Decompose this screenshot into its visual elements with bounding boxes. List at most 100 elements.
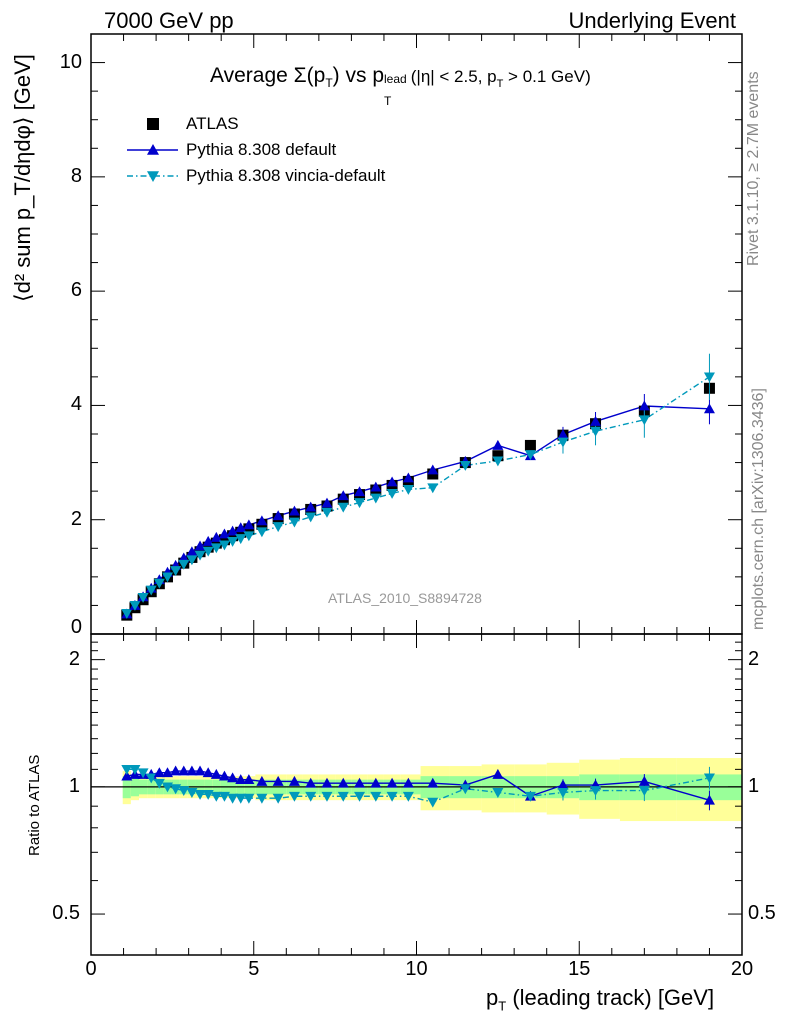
main-y-tick-label: 6	[70, 279, 82, 302]
default-line	[126, 405, 710, 615]
ratio-panel-data	[121, 764, 715, 811]
main-ylabel: ⟨d² sum p_T/dηdφ⟩ [GeV]	[10, 54, 35, 302]
ratio-y-tick-label-right: 1	[748, 774, 760, 797]
ratio-default-point	[210, 768, 222, 779]
x-tick-label: 15	[568, 958, 591, 980]
default-point	[288, 505, 300, 516]
ratio-default-point	[256, 775, 268, 786]
ratio-vincia-point	[210, 791, 222, 802]
ratio-default-point	[186, 765, 198, 776]
ratio-y-tick-label: 0.5	[52, 902, 80, 925]
xlabel-p: p	[486, 985, 499, 1010]
ratio-vincia-point	[256, 793, 268, 804]
ratio-default-point	[218, 770, 230, 781]
vincia-point	[194, 550, 206, 561]
ratio-vincia-point	[590, 786, 602, 797]
header-right-label: Underlying Event	[568, 8, 736, 33]
default-point	[272, 510, 284, 521]
ratio-default-point	[557, 779, 569, 790]
vincia-point	[402, 485, 414, 495]
x-tick-label: 5	[248, 958, 260, 980]
x-axis-label: pT (leading track) [GeV]	[486, 985, 714, 1013]
ratio-default-point	[235, 774, 247, 785]
ratio-vincia-point	[459, 784, 471, 795]
default-point	[337, 490, 349, 501]
xlabel-sub: T	[498, 998, 507, 1014]
legend-marker-atlas	[147, 118, 159, 130]
ratio-vincia-point	[272, 793, 284, 804]
title-lead-sup: lead	[384, 72, 407, 86]
default-point	[638, 400, 650, 411]
title-lead-sub: T	[384, 94, 392, 108]
vincia-point	[178, 559, 190, 570]
default-point	[256, 515, 268, 526]
default-point	[427, 464, 439, 475]
ratio-vincia-point	[137, 768, 149, 779]
title-cuts-sub: T	[496, 78, 504, 91]
ratio-vincia-point	[218, 791, 230, 802]
ratio-vincia-point	[145, 773, 157, 784]
ratio-default-point	[402, 777, 414, 788]
vincia-point	[145, 585, 157, 596]
ratio-default-point	[153, 767, 165, 778]
x-tick-label: 20	[730, 958, 754, 980]
ratio-default-point	[337, 777, 349, 788]
ratio-vincia-point	[321, 791, 333, 802]
atlas-point	[227, 530, 239, 542]
title-prefix: Average	[210, 64, 294, 87]
ratio-default-point	[227, 772, 239, 783]
ratio-vincia-point	[194, 789, 206, 800]
ratio-default-point	[202, 767, 214, 778]
vincia-point	[321, 507, 333, 518]
xlabel-rest: (leading track) [GeV]	[506, 985, 715, 1010]
default-point	[235, 522, 247, 533]
title-sigma: Σ(p	[293, 64, 326, 87]
ratio-y-tick-label-right: 0.5	[748, 902, 776, 925]
ratio-default-line	[126, 770, 710, 801]
vincia-point	[243, 531, 255, 542]
vincia-point	[235, 534, 247, 545]
vincia-point	[386, 489, 398, 499]
vincia-point	[210, 543, 222, 554]
ratio-default-point	[354, 777, 366, 788]
default-point	[402, 472, 414, 483]
vincia-point	[524, 450, 536, 461]
vincia-point	[153, 578, 165, 589]
ratio-vincia-point	[402, 791, 414, 802]
default-point	[186, 546, 198, 557]
vincia-point	[288, 517, 300, 528]
ratio-ylabel: Ratio to ATLAS	[26, 754, 43, 856]
main-y-tick-label: 0	[70, 616, 82, 638]
ratio-vincia-point	[354, 791, 366, 802]
vincia-point	[202, 546, 214, 557]
ratio-default-point	[243, 774, 255, 785]
ratio-vincia-point	[427, 797, 439, 808]
ratio-vincia-point	[557, 788, 569, 798]
main-y-tick-label: 2	[70, 507, 82, 530]
analysis-watermark: ATLAS_2010_S8894728	[328, 590, 482, 606]
default-point	[703, 403, 715, 414]
main-panel-data	[121, 353, 715, 621]
ratio-vincia-point	[161, 782, 173, 793]
ratio-vincia-point	[170, 784, 182, 795]
atlas-point	[235, 526, 247, 538]
title-end: > 0.1 GeV)	[503, 67, 591, 86]
ratio-default-point	[272, 775, 284, 786]
default-point	[218, 528, 230, 539]
ratio-vincia-point	[492, 788, 504, 798]
atlas-point	[218, 534, 230, 546]
ratio-vincia-point	[638, 786, 650, 797]
default-point	[227, 525, 239, 536]
atlas-point	[210, 537, 222, 549]
legend-marker-default	[147, 144, 159, 155]
ratio-default-point	[305, 777, 317, 788]
x-tick-label: 10	[405, 958, 428, 980]
ratio-default-point	[194, 765, 206, 776]
vincia-point	[370, 493, 382, 504]
default-point	[210, 531, 222, 542]
vincia-point	[170, 566, 182, 577]
vincia-point	[557, 437, 569, 448]
legend-label-atlas: ATLAS	[186, 114, 239, 133]
ratio-panel-axes	[90, 633, 743, 956]
